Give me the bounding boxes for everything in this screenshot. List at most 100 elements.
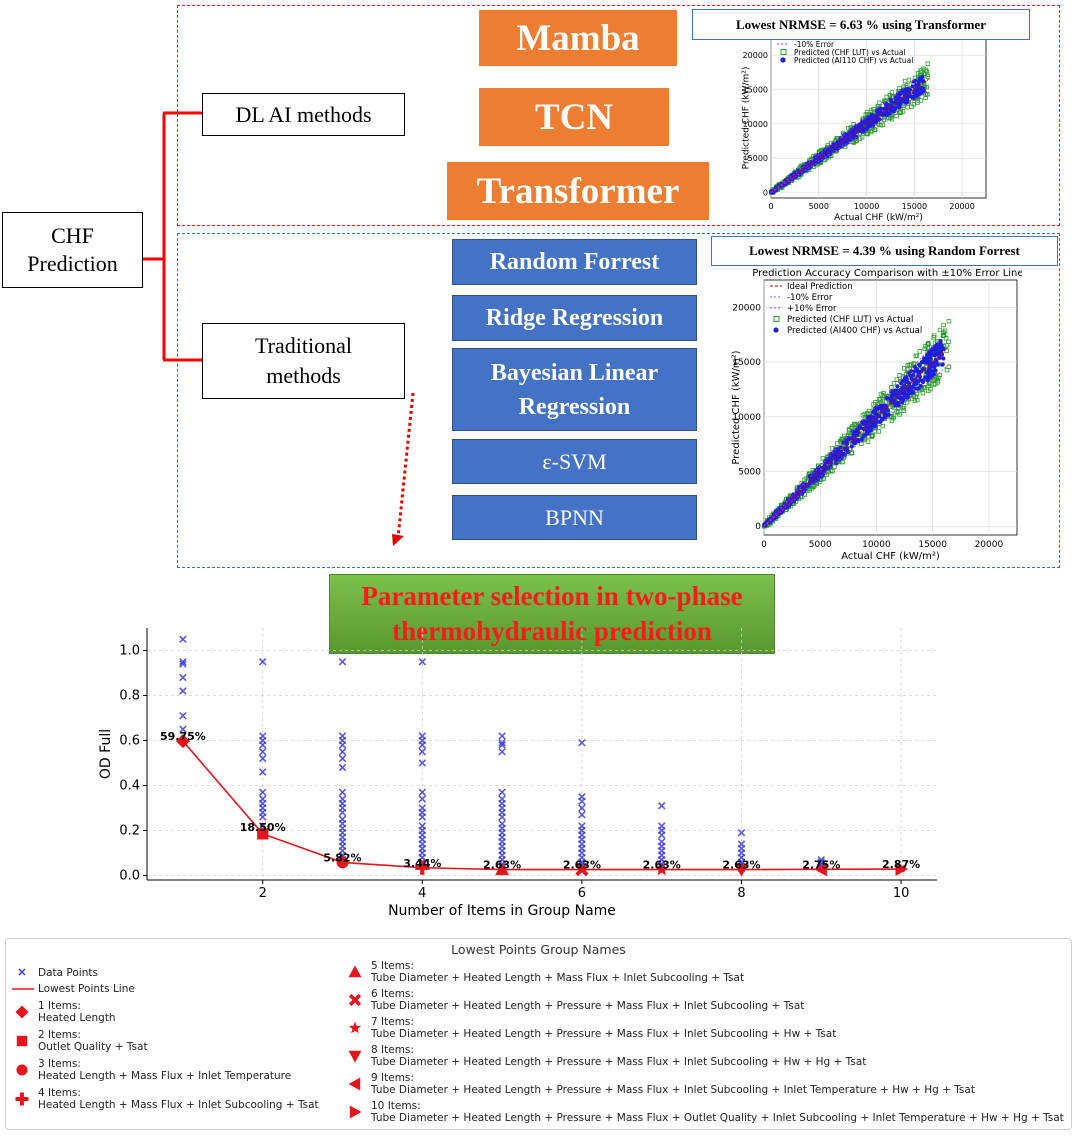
lowest-point-label: 2.63% (643, 859, 681, 872)
lut-point (876, 429, 882, 434)
ai-point (833, 457, 838, 462)
ai-point (869, 113, 874, 118)
ai-point (917, 76, 922, 81)
ai-point (904, 97, 909, 102)
mini-y-label: Predicted CHF (kW/m²) (731, 350, 742, 464)
lowest-point (257, 828, 269, 840)
data-point (179, 725, 187, 734)
ai-point (836, 146, 841, 151)
data-point (258, 754, 267, 763)
data-point (258, 813, 267, 821)
legend-marker-icon (345, 965, 371, 979)
lowest-point-label: 5.82% (323, 851, 361, 864)
triangle-down-icon (348, 1050, 362, 1063)
ai-point (940, 362, 945, 367)
y-tick-label: 0 (763, 189, 768, 198)
lowest-point-label: 2.63% (483, 859, 521, 872)
ai-point (874, 108, 879, 113)
lut-point (923, 92, 929, 97)
ai-point (847, 138, 852, 143)
ai-point (936, 345, 941, 350)
x-tick-label: 5000 (809, 540, 832, 550)
lut-point (889, 418, 895, 423)
ai-point (928, 365, 933, 370)
ai-point (903, 378, 908, 383)
lut-point (905, 362, 910, 368)
x-tick-label: 15000 (902, 202, 927, 211)
data-point (338, 808, 347, 817)
parameter-selection-banner: Parameter selection in two-phase thermoh… (329, 574, 775, 654)
ai-point (935, 362, 940, 367)
lut-point (935, 378, 941, 383)
y-tick-label: 5000 (748, 154, 768, 163)
method-ridge-regression: Ridge Regression (452, 295, 697, 341)
lut-point (926, 341, 931, 347)
legend-marker-icon (345, 993, 371, 1007)
diamond-icon (15, 1005, 29, 1018)
lut-point (898, 109, 903, 114)
ai-point (905, 394, 910, 399)
lowest-point-label: 18.50% (240, 821, 286, 834)
lut-point (852, 422, 858, 428)
ai-point (933, 368, 938, 373)
mini-legend-entry: +10% Error (787, 304, 837, 314)
lut-point (902, 366, 907, 371)
lut-point (849, 425, 854, 430)
method-tcn: TCN (479, 88, 669, 146)
y-tick-label: 15000 (743, 86, 768, 95)
ai-point (916, 369, 921, 374)
data-point (258, 657, 267, 666)
ai-point (844, 140, 849, 145)
ai-point (916, 386, 921, 391)
ai-point (876, 405, 881, 410)
ai-point (878, 106, 883, 111)
ai-point (892, 109, 897, 114)
ai-point (829, 148, 834, 153)
data-point (338, 657, 347, 666)
data-point (179, 635, 187, 644)
legend-group-text: Tube Diameter + Heated Length + Pressure… (371, 1000, 805, 1012)
legend-group-item: 6 Items: Tube Diameter + Heated Length + … (345, 986, 1070, 1014)
lut-point (928, 381, 933, 387)
legend-marker-icon (12, 1063, 38, 1077)
ai-point (850, 128, 855, 133)
square-icon (16, 1035, 28, 1046)
star-icon (348, 1021, 362, 1034)
ai-point (845, 449, 850, 454)
ai-point (877, 117, 882, 122)
y-tick-label: 10000 (743, 120, 768, 129)
legend-group-heading: 6 Items: (371, 988, 414, 1000)
lut-point (820, 456, 826, 461)
x-tick-label: 2 (259, 886, 267, 901)
ai-point (866, 123, 871, 128)
legend-group-heading: 10 Items: (371, 1100, 421, 1112)
y-tick-label: 0.0 (119, 869, 140, 884)
legend-group-heading: 8 Items: (371, 1044, 414, 1056)
lowest-point (415, 860, 430, 875)
data-point (418, 813, 427, 821)
mini-plot-title: Prediction Accuracy Comparison with ±10%… (752, 268, 1022, 279)
y-tick-label: 20000 (743, 51, 768, 60)
lut-point (941, 322, 946, 328)
ai-point (919, 369, 924, 374)
lut-point (946, 364, 951, 370)
tree-connector (141, 111, 415, 546)
lut-point (908, 362, 914, 367)
traditional-frame (177, 233, 1060, 568)
data-point (179, 687, 187, 695)
ai-point (884, 406, 889, 411)
data-point (578, 804, 586, 812)
lut-point (944, 343, 949, 348)
dl-best-label: Lowest NRMSE = 6.63 % using Transformer (692, 9, 1030, 40)
lut-point (906, 77, 912, 83)
data-point (338, 754, 347, 763)
lut-point (891, 381, 897, 386)
traditional-best-label: Lowest NRMSE = 4.39 % using Random Forre… (711, 236, 1058, 266)
ai-point (873, 411, 878, 416)
legend-group-item: 7 Items: Tube Diameter + Heated Length + … (345, 1014, 1070, 1042)
lut-point (880, 393, 886, 398)
ai-point (842, 446, 847, 451)
y-tick-label: 10000 (732, 413, 761, 423)
ai-point (783, 502, 788, 507)
ai-point (902, 383, 907, 388)
